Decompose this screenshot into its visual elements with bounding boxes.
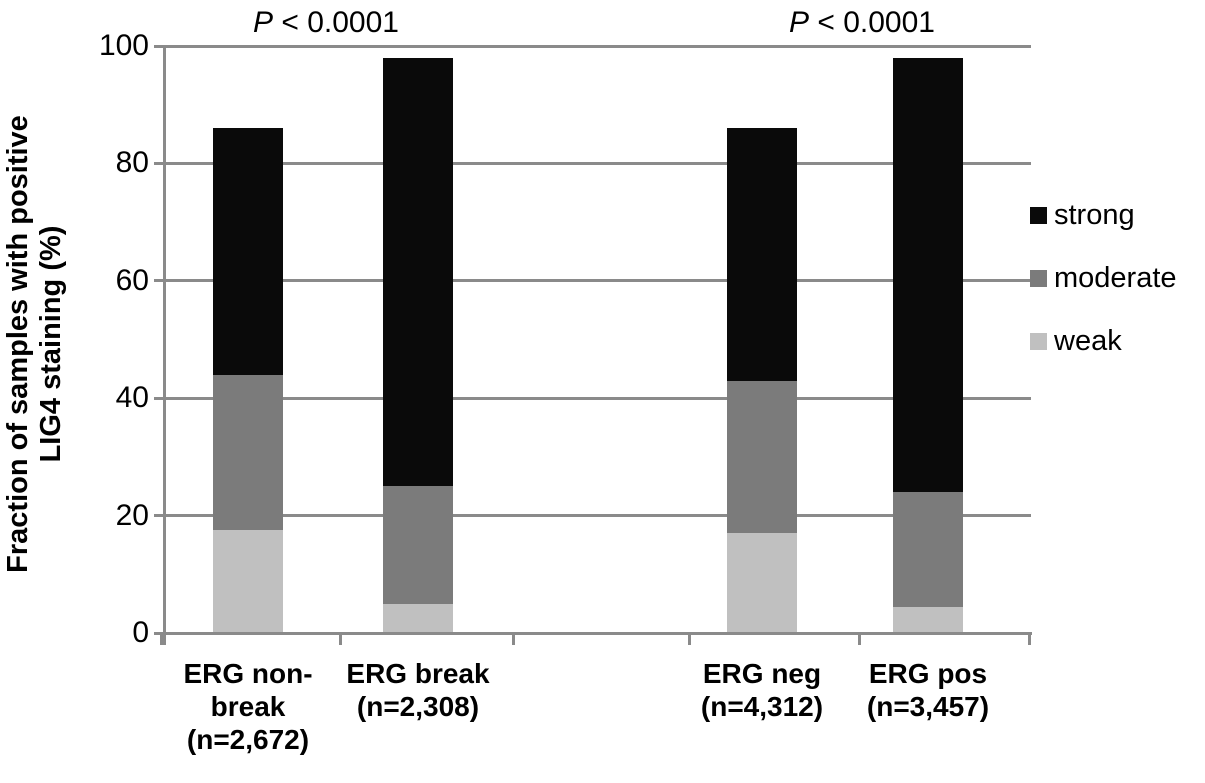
bar-4-segment-weak xyxy=(893,606,963,633)
bar-2-segment-moderate xyxy=(383,486,453,604)
y-tick-label-0: 0 xyxy=(132,616,149,649)
y-tick-label-80: 80 xyxy=(115,146,149,180)
p-value-annotation-left: P < 0.0001 xyxy=(253,6,399,40)
stacked-bar-2 xyxy=(383,57,453,633)
gridline-60 xyxy=(163,279,1031,283)
legend-label-weak: weak xyxy=(1054,325,1122,357)
y-tick-label-100: 100 xyxy=(98,29,149,62)
y-axis-title: Fraction of samples with positive LIG4 s… xyxy=(2,6,70,682)
stacked-bar-1 xyxy=(213,128,283,633)
x-tick-2 xyxy=(339,634,342,645)
y-tick-label-60: 60 xyxy=(115,263,149,297)
x-tick-5 xyxy=(858,634,861,645)
p-symbol: P xyxy=(253,6,274,39)
x-label-3: ERG neg (n=4,312) xyxy=(700,658,824,722)
y-tick-100 xyxy=(154,44,163,48)
gridline-20 xyxy=(163,514,1031,518)
legend-entry-weak: weak xyxy=(1030,326,1177,356)
p-value-annotation-right: P < 0.0001 xyxy=(789,6,935,40)
p-value-text: < 0.0001 xyxy=(273,6,399,39)
x-tick-6 xyxy=(1028,634,1031,645)
y-tick-40 xyxy=(154,396,163,400)
p-symbol: P xyxy=(789,6,810,39)
legend-label-moderate: moderate xyxy=(1054,262,1177,294)
legend-label-strong: strong xyxy=(1054,199,1135,231)
bar-2-segment-strong xyxy=(383,57,453,487)
gridline-40 xyxy=(163,396,1031,400)
legend-swatch-moderate xyxy=(1030,269,1047,287)
y-tick-0 xyxy=(154,631,163,635)
bar-1-segment-weak xyxy=(213,530,283,633)
legend-swatch-strong xyxy=(1030,206,1047,224)
bar-3-segment-weak xyxy=(727,533,797,633)
bar-1-segment-moderate xyxy=(213,374,283,531)
x-tick-3 xyxy=(512,634,515,645)
y-axis-title-line1: Fraction of samples with positive xyxy=(2,115,34,573)
bar-3-segment-strong xyxy=(727,128,797,381)
y-tick-label-20: 20 xyxy=(115,498,149,532)
x-label-1: ERG non- break (n=2,672) xyxy=(183,658,313,755)
y-tick-20 xyxy=(154,514,163,518)
p-value-text: < 0.0001 xyxy=(809,6,935,39)
stacked-bar-4 xyxy=(893,57,963,633)
x-tick-1 xyxy=(160,634,163,645)
y-tick-60 xyxy=(154,279,163,283)
gridline-100 xyxy=(163,44,1031,48)
y-tick-label-40: 40 xyxy=(115,381,149,415)
x-label-2: ERG break (n=2,308) xyxy=(346,658,490,722)
y-tick-80 xyxy=(154,161,163,165)
y-axis-title-line2: LIG4 staining (%) xyxy=(35,225,67,463)
legend-entry-strong: strong xyxy=(1030,200,1177,230)
legend: strong moderate weak xyxy=(1030,200,1177,356)
bar-3-segment-moderate xyxy=(727,380,797,534)
x-label-4: ERG pos (n=3,457) xyxy=(866,658,990,722)
gridline-80 xyxy=(163,161,1031,165)
bar-4-segment-moderate xyxy=(893,492,963,607)
y-axis-line xyxy=(163,44,166,645)
bar-4-segment-strong xyxy=(893,57,963,493)
bar-2-segment-weak xyxy=(383,603,453,633)
x-tick-4 xyxy=(688,634,691,645)
bar-1-segment-strong xyxy=(213,128,283,375)
legend-entry-moderate: moderate xyxy=(1030,263,1177,293)
x-axis-line xyxy=(160,631,1032,635)
legend-swatch-weak xyxy=(1030,332,1047,350)
stacked-bar-3 xyxy=(727,128,797,633)
